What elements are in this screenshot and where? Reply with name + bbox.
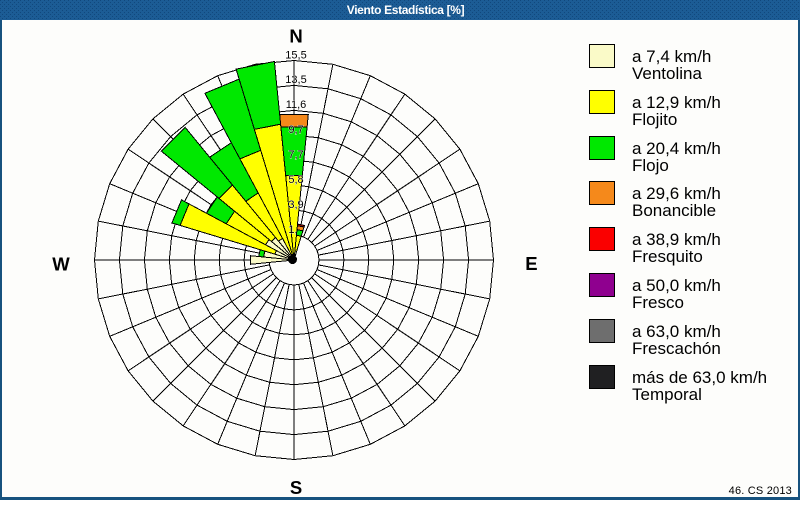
svg-text:11,6: 11,6 bbox=[286, 99, 307, 111]
svg-text:7,7: 7,7 bbox=[288, 149, 303, 161]
svg-text:15,5: 15,5 bbox=[285, 49, 306, 61]
svg-text:S: S bbox=[290, 477, 302, 498]
svg-text:N: N bbox=[289, 26, 302, 47]
svg-text:9,7: 9,7 bbox=[288, 124, 303, 136]
svg-text:13,5: 13,5 bbox=[285, 74, 306, 86]
svg-text:E: E bbox=[525, 253, 537, 274]
svg-text:W: W bbox=[52, 254, 70, 275]
svg-text:5,8: 5,8 bbox=[288, 174, 303, 186]
svg-text:3,9: 3,9 bbox=[288, 199, 303, 211]
